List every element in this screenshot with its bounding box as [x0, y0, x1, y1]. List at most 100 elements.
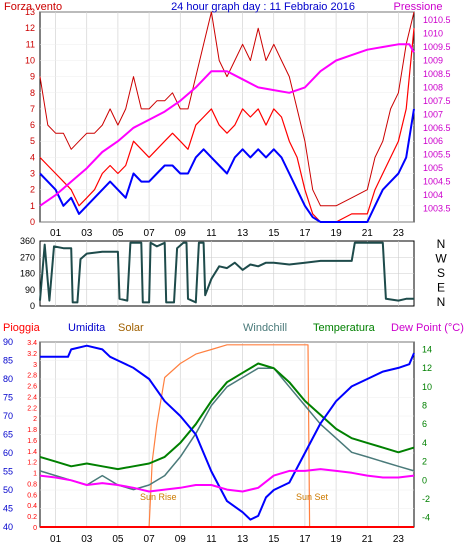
temperature-tick-label: 10	[422, 382, 432, 392]
hour-tick-label: 13	[237, 228, 249, 239]
rain-tick-label: 1.6	[27, 438, 37, 445]
direction-tick-label: 90	[25, 285, 35, 295]
humidity-tick-label: 85	[3, 356, 13, 366]
humidity-temperature-panel: 404550556065707580859000.20.40.60.811.21…	[3, 322, 464, 545]
pressure-tick-label: 1007	[423, 109, 443, 119]
hour-tick-label: 19	[331, 228, 343, 239]
humidity-tick-label: 70	[3, 411, 13, 421]
pressure-right-axis: 1003.5 1004 1004.5 1005 1005.5 1006 1006.5 1007…	[423, 15, 451, 213]
humidity-tick-label: 80	[3, 374, 13, 384]
solar-series-line	[40, 344, 414, 528]
rain-tick-label: 2.6	[27, 384, 37, 391]
hour-tick-label: 11	[206, 534, 217, 545]
hour-tick-label: 17	[299, 534, 311, 545]
wind-series	[39, 11, 415, 223]
pressure-tick-label: 1010	[423, 29, 443, 39]
rain-tick-label: 0.6	[27, 492, 37, 499]
hour-tick-label: 05	[112, 228, 124, 239]
wind-average-series-line	[39, 108, 415, 223]
humidity-tick-label: 40	[3, 522, 13, 532]
wind-tick-label: 11	[26, 39, 35, 49]
pressure-tick-label: 1009	[423, 55, 443, 65]
pressure-tick-label: 1004.5	[423, 177, 451, 187]
wind-tick-label: 6	[30, 120, 35, 130]
rain-tick-label: 1.8	[27, 427, 37, 434]
compass-label: W	[435, 252, 447, 266]
compass-label: E	[437, 281, 445, 295]
wind-plot-frame	[39, 11, 415, 223]
wind-tick-label: 4	[30, 152, 35, 162]
rain-tick-label: 2.2	[27, 405, 37, 412]
wind-tick-label: 3	[30, 169, 35, 179]
temperature-series-line	[39, 362, 415, 471]
temperature-tick-label: 4	[422, 438, 427, 448]
hour-tick-label: 07	[144, 228, 156, 239]
temperature-tick-label: -4	[422, 513, 430, 523]
hour-tick-label: 01	[50, 534, 62, 545]
temperature-tick-label: -2	[422, 494, 430, 504]
rain-tick-label: 3.4	[27, 340, 37, 347]
rain-tick-label: 0.8	[27, 481, 37, 488]
direction-tick-label: 180	[20, 269, 35, 279]
humidity-tick-label: 65	[3, 430, 13, 440]
humidity-tick-label: 90	[3, 337, 13, 347]
pressure-series-line	[39, 43, 415, 207]
humidity-series-line	[40, 344, 415, 521]
humidity-rain-left-axis: 40 45 50 55 60 65 70 75 80 85 90 0 0.2 0.4 0.6 0.8 1 1.2 1…	[3, 337, 37, 532]
hour-tick-label: 09	[175, 228, 187, 239]
pressure-tick-label: 1008.5	[423, 69, 451, 79]
pressure-tick-label: 1007.5	[423, 96, 451, 106]
rain-tick-label: 3.2	[27, 351, 37, 358]
hour-tick-label: 17	[299, 228, 311, 239]
temperature-right-axis: -4 -2 0 2 4 6 8 10 12 14	[422, 344, 432, 522]
rain-tick-label: 1.2	[27, 460, 37, 467]
direction-series	[39, 241, 414, 304]
rain-tick-label: 1.4	[27, 449, 37, 456]
temperature-tick-label: 12	[422, 363, 432, 373]
hour-tick-label: 21	[362, 534, 374, 545]
rain-tick-label: 0	[33, 525, 37, 532]
direction-tick-label: 270	[20, 252, 35, 262]
compass-label: N	[437, 295, 446, 309]
direction-tick-label: 0	[30, 301, 35, 311]
humidity-tick-label: 45	[3, 504, 13, 514]
direction-left-axis: 0 90 180 270 360	[20, 236, 35, 311]
hour-tick-label: 11	[206, 228, 217, 239]
pressure-tick-label: 1008	[423, 82, 443, 92]
temperature-tick-label: 6	[422, 419, 427, 429]
humidity-tick-label: 50	[3, 485, 13, 495]
wind-label: Forza vento	[4, 1, 62, 13]
temperature-tick-label: 8	[422, 401, 427, 411]
sunrise-annotation: Sun Rise	[140, 492, 177, 502]
hour-tick-label: 21	[362, 228, 374, 239]
wind-x-axis: 01 03 05 07 09 11 13 15 17 19 21 23	[50, 228, 404, 239]
humidity-tick-label: 55	[3, 467, 13, 477]
wind-series-line	[39, 28, 415, 223]
temp-x-axis: 01 03 05 07 09 11 13 15 17 19 21 23	[50, 534, 404, 545]
compass-label: S	[437, 266, 445, 280]
pressure-tick-label: 1009.5	[423, 42, 451, 52]
rain-tick-label: 2.4	[27, 394, 37, 401]
hour-tick-label: 01	[50, 228, 62, 239]
wind-tick-label: 10	[25, 55, 35, 65]
hour-tick-label: 15	[268, 534, 280, 545]
temp-series	[39, 344, 415, 528]
wind-tick-label: 7	[30, 104, 35, 114]
hour-tick-label: 07	[144, 534, 156, 545]
direction-tick-label: 360	[20, 236, 35, 246]
sunset-annotation: Sun Set	[296, 492, 329, 502]
rain-label: Pioggia	[3, 322, 41, 334]
humidity-tick-label: 75	[3, 393, 13, 403]
dewpoint-series-line	[39, 468, 415, 493]
hour-tick-label: 03	[81, 228, 93, 239]
pressure-tick-label: 1005	[423, 163, 443, 173]
pressure-label: Pressione	[394, 1, 443, 13]
pressure-tick-label: 1005.5	[423, 150, 451, 160]
rain-tick-label: 0.4	[27, 503, 37, 510]
pressure-tick-label: 1004	[423, 190, 443, 200]
rain-tick-label: 3	[33, 362, 37, 369]
hour-tick-label: 19	[331, 534, 343, 545]
